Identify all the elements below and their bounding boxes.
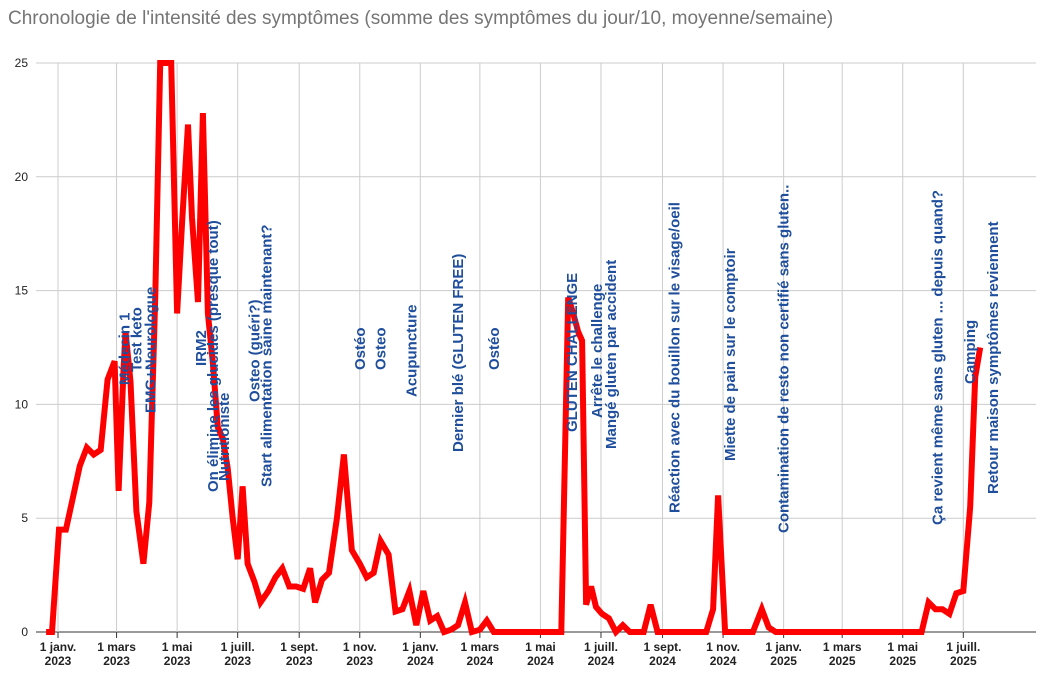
x-tick-label: 1 nov. xyxy=(706,640,740,654)
annotation: Ça revient même sans gluten ... depuis q… xyxy=(930,190,947,525)
annotation-label: Mangé gluten par accident xyxy=(603,260,620,449)
annotation-label: Ostéo xyxy=(352,327,369,370)
annotation-label: EMG+Neurologue xyxy=(142,287,159,413)
y-axis: 0 5 10 15 20 25 xyxy=(15,56,29,639)
annotation-label: IRM2 xyxy=(193,330,210,366)
annotation-label: Osteo xyxy=(373,327,390,370)
annotation: Ostéo xyxy=(486,327,503,370)
y-tick-label: 0 xyxy=(21,625,28,639)
annotation: Camping xyxy=(962,320,979,384)
annotation-label: GLUTEN CHALLENGE xyxy=(564,273,581,432)
x-tick-label: 1 juill. xyxy=(946,640,980,654)
x-tick-year: 2023 xyxy=(346,654,373,668)
grid-lines xyxy=(36,62,1036,633)
x-tick-year: 2025 xyxy=(829,654,856,668)
x-tick-year: 2023 xyxy=(224,654,251,668)
x-tick-year: 2025 xyxy=(950,654,977,668)
x-tick-label: 1 mars xyxy=(461,640,500,654)
x-tick-year: 2023 xyxy=(286,654,313,668)
annotation: Test keto xyxy=(128,307,145,372)
x-tick-year: 2023 xyxy=(103,654,130,668)
annotation-label: Camping xyxy=(962,320,979,384)
x-tick-year: 2024 xyxy=(588,654,615,668)
annotation: Miette de pain sur le comptoir xyxy=(722,248,739,461)
x-tick-label: 1 sept. xyxy=(280,640,318,654)
series-layer xyxy=(45,60,984,638)
annotation-label: Miette de pain sur le comptoir xyxy=(722,248,739,461)
x-tick-label: 1 mai xyxy=(887,640,918,654)
series-line xyxy=(46,60,984,638)
x-tick-label: 1 janv. xyxy=(40,640,76,654)
annotation: Acupuncture xyxy=(403,304,420,397)
annotation: Arrête le challenge xyxy=(589,284,606,418)
annotation-label: Arrête le challenge xyxy=(589,284,606,418)
annotation: Médecin 1 xyxy=(117,312,134,385)
x-tick-year: 2024 xyxy=(467,654,494,668)
x-tick-label: 1 janv. xyxy=(765,640,801,654)
annotation: Retour maison symptômes reviennent xyxy=(985,221,1002,494)
annotation: Dernier blé (GLUTEN FREE) xyxy=(450,254,467,452)
x-tick-label: 1 juill. xyxy=(221,640,255,654)
x-tick-year: 2023 xyxy=(164,654,191,668)
annotation: Réaction avec du bouillon sur le visage/… xyxy=(666,202,683,513)
y-tick-label: 20 xyxy=(15,170,29,184)
annotation: Mangé gluten par accident xyxy=(603,260,620,449)
y-tick-label: 5 xyxy=(21,511,28,525)
x-tick-year: 2024 xyxy=(649,654,676,668)
annotation-label: Ça revient même sans gluten ... depuis q… xyxy=(930,190,947,525)
y-tick-label: 10 xyxy=(15,397,29,411)
annotation-label: Acupuncture xyxy=(403,304,420,397)
annotation-label: Dernier blé (GLUTEN FREE) xyxy=(450,254,467,452)
x-tick-label: 1 mars xyxy=(97,640,136,654)
y-tick-label: 25 xyxy=(15,56,29,70)
x-tick-year: 2025 xyxy=(889,654,916,668)
y-tick-label: 15 xyxy=(15,284,29,298)
annotation: Contamination de resto non certifié sans… xyxy=(776,185,793,533)
annotation: On élimine les glucides (presque tout) xyxy=(205,220,222,492)
x-tick-year: 2025 xyxy=(770,654,797,668)
x-tick-label: 1 janv. xyxy=(402,640,438,654)
annotation-label: On élimine les glucides (presque tout) xyxy=(205,220,222,492)
annotation-label: Réaction avec du bouillon sur le visage/… xyxy=(666,202,683,513)
annotation: Start alimentation saine maintenant? xyxy=(259,224,276,487)
x-tick-year: 2023 xyxy=(45,654,72,668)
x-tick-year: 2024 xyxy=(407,654,434,668)
annotation-label: Retour maison symptômes reviennent xyxy=(985,221,1002,494)
annotation-label: Contamination de resto non certifié sans… xyxy=(776,185,793,533)
annotation: Nutritioniste xyxy=(216,393,233,481)
annotation-label: Test keto xyxy=(128,307,145,372)
annotation-label: Ostéo xyxy=(486,327,503,370)
x-tick-year: 2024 xyxy=(710,654,737,668)
x-tick-label: 1 mai xyxy=(162,640,193,654)
annotation: IRM2 xyxy=(193,330,210,366)
x-tick-label: 1 nov. xyxy=(343,640,377,654)
x-tick-label: 1 mai xyxy=(525,640,556,654)
annotation: EMG+Neurologue xyxy=(142,287,159,413)
annotation-label: Nutritioniste xyxy=(216,393,233,481)
x-tick-label: 1 juill. xyxy=(584,640,618,654)
annotation-label: Osteo (guéri?) xyxy=(247,299,264,402)
annotation: GLUTEN CHALLENGE xyxy=(564,273,581,432)
annotation-label: Médecin 1 xyxy=(117,312,134,385)
x-tick-label: 1 mars xyxy=(823,640,862,654)
x-tick-label: 1 sept. xyxy=(644,640,682,654)
annotation: Osteo xyxy=(373,327,390,370)
x-tick-year: 2024 xyxy=(527,654,554,668)
annotation-label: Start alimentation saine maintenant? xyxy=(259,224,276,487)
annotation: Ostéo xyxy=(352,327,369,370)
chart-title: Chronologie de l'intensité des symptômes… xyxy=(8,8,834,29)
annotation: Osteo (guéri?) xyxy=(247,299,264,402)
